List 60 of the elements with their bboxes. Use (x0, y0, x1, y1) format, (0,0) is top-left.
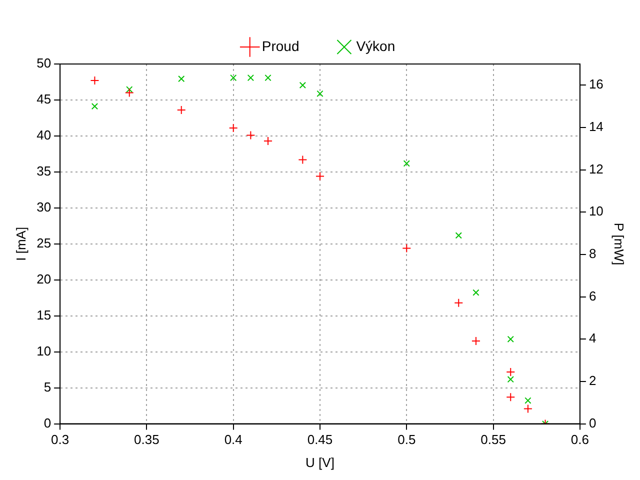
y2-axis-title: P [mW] (612, 222, 627, 266)
y2-tick-label: 16 (588, 76, 604, 92)
y-axis-title: I [mA] (13, 226, 28, 261)
y-tick-label: 15 (36, 307, 52, 322)
point (228, 124, 238, 133)
point (454, 298, 464, 308)
y2-tick-label: 4 (588, 330, 596, 346)
x-tick-label: 0.4 (224, 432, 242, 448)
y-tick-label: 10 (36, 343, 52, 358)
y2-tick-label: 12 (588, 161, 604, 176)
y2-tick-label: 2 (588, 373, 596, 388)
x-tick-label: 0.45 (307, 432, 333, 448)
x-tick-label: 0.6 (570, 432, 589, 448)
point (178, 75, 185, 82)
y-tick-label: 30 (36, 200, 52, 214)
y-tick-label: 0 (44, 415, 52, 430)
point (507, 376, 514, 383)
point (506, 392, 516, 402)
x-tick-label: 0.3 (51, 432, 70, 448)
y-tick-label: 40 (36, 128, 52, 143)
x-tick-label: 0.5 (398, 432, 416, 448)
point (176, 106, 186, 115)
y-tick-label: 5 (44, 379, 52, 394)
point (299, 82, 306, 88)
point (471, 336, 480, 346)
point (126, 86, 133, 93)
point (124, 88, 134, 98)
x-tick-label: 0.35 (134, 432, 160, 448)
point (524, 397, 532, 404)
point (298, 155, 308, 164)
y2-tick-label: 14 (588, 119, 604, 134)
x-axis-title: U [V] (306, 454, 334, 470)
x-tick-label: 0.55 (480, 432, 506, 448)
point (316, 172, 324, 181)
point (472, 289, 480, 296)
point (247, 74, 254, 82)
point (402, 244, 412, 253)
point (91, 103, 98, 110)
legend-label: Výkon (356, 38, 396, 54)
y2-tick-label: 0 (588, 415, 596, 430)
point (90, 76, 100, 86)
y2-tick-label: 8 (588, 246, 596, 262)
point (506, 367, 516, 376)
point (264, 136, 273, 146)
point (230, 74, 237, 82)
y2-tick-label: 10 (588, 204, 604, 219)
legend-label: Proud (262, 38, 300, 54)
point (523, 404, 532, 414)
point (246, 130, 256, 140)
point (403, 160, 410, 167)
point (507, 336, 514, 342)
y-tick-label: 35 (36, 164, 52, 179)
y2-tick-label: 6 (588, 288, 596, 304)
point (455, 232, 462, 239)
y-tick-label: 20 (36, 271, 52, 286)
point (264, 74, 272, 82)
y-tick-label: 50 (36, 56, 52, 71)
point (316, 90, 324, 97)
y-tick-label: 45 (36, 92, 52, 107)
y-tick-label: 25 (36, 235, 52, 250)
